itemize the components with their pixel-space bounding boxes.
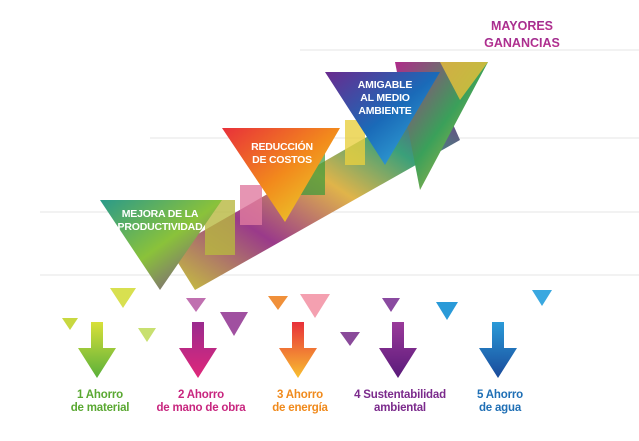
- saving-label: de energía: [272, 402, 328, 414]
- saving-label: 2 Ahorro: [178, 389, 224, 401]
- title-line: GANANCIAS: [484, 36, 560, 50]
- saving-label: ambiental: [374, 402, 426, 414]
- saving-label: 5 Ahorro: [477, 389, 523, 401]
- saving-label: 1 Ahorro: [77, 389, 123, 401]
- step-triangles: [100, 72, 440, 290]
- saving-label: de agua: [479, 402, 522, 414]
- saving-label: de mano de obra: [156, 402, 246, 414]
- step-label: PRODUCTIVIDAD: [118, 221, 204, 233]
- step-label: AMBIENTE: [358, 105, 411, 117]
- saving-label: de material: [71, 402, 130, 414]
- step-label: AMIGABLE: [358, 79, 413, 91]
- saving-label: 4 Sustentabilidad: [354, 389, 446, 401]
- step-label: DE COSTOS: [252, 154, 312, 166]
- growth-arrow: [170, 62, 488, 290]
- step-label: MEJORA DE LA: [122, 208, 199, 220]
- step-label: REDUCCIÓN: [251, 140, 313, 153]
- step-label: AL MEDIO: [360, 92, 410, 104]
- confetti-triangles: [62, 288, 552, 346]
- saving-label: 3 Ahorro: [277, 389, 323, 401]
- saving-arrows: [78, 322, 517, 378]
- title-line: MAYORES: [491, 19, 553, 33]
